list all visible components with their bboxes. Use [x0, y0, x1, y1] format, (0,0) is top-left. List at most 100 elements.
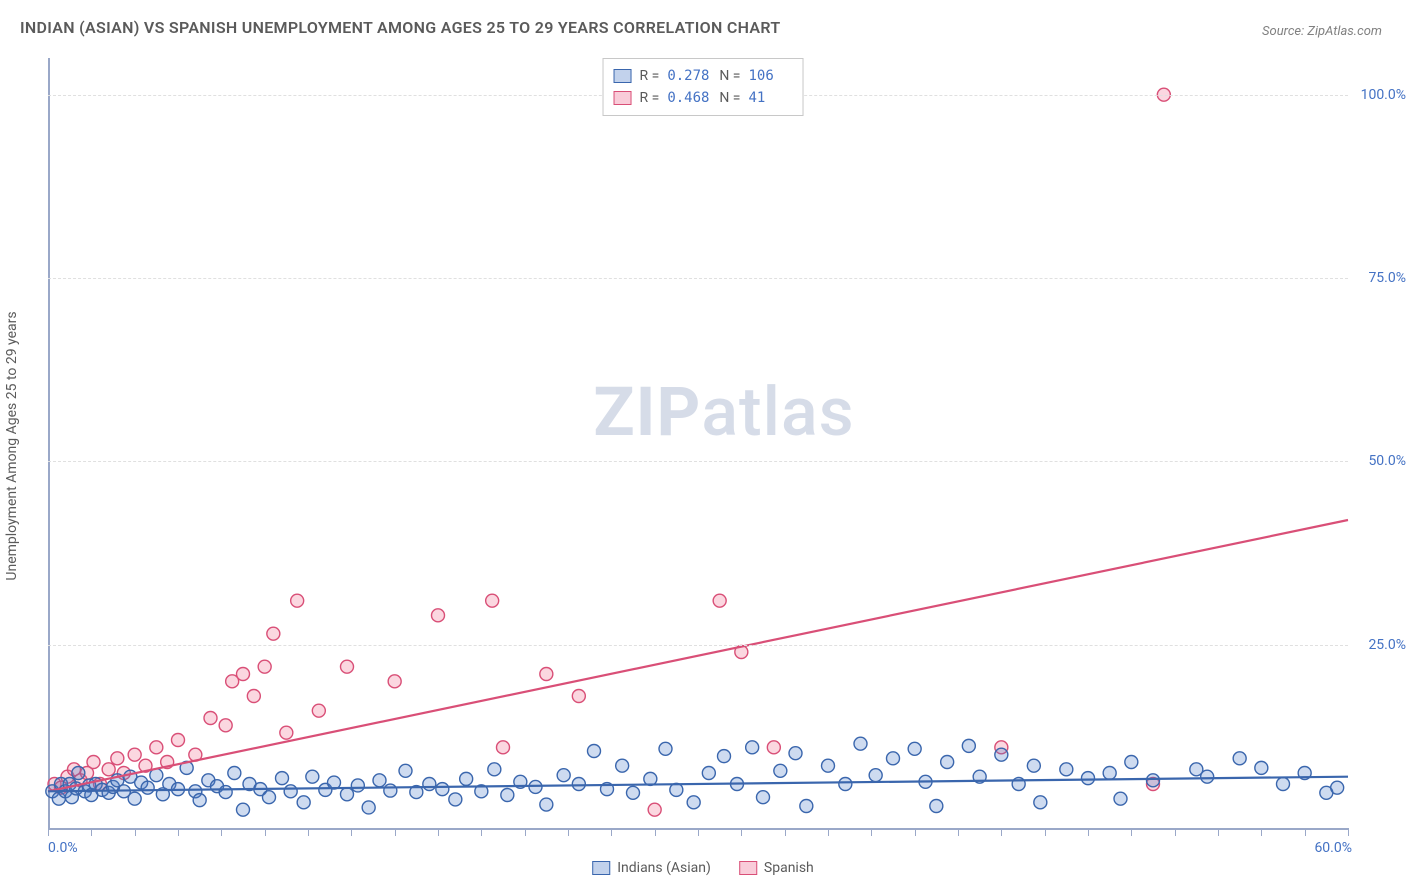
- scatter-point: [713, 594, 726, 607]
- scatter-point: [362, 801, 375, 814]
- scatter-point: [312, 704, 325, 717]
- scatter-point: [72, 767, 85, 780]
- legend-item-blue: Indians (Asian): [592, 860, 711, 876]
- legend-swatch-pink: [614, 91, 632, 105]
- x-tick-label: 60.0%: [1314, 840, 1352, 856]
- x-tick: [1001, 828, 1002, 836]
- scatter-point: [102, 763, 115, 776]
- x-tick: [395, 828, 396, 836]
- scatter-point: [204, 712, 217, 725]
- legend-swatch-pink: [739, 861, 757, 875]
- scatter-point: [460, 772, 473, 785]
- scatter-point: [718, 750, 731, 763]
- scatter-point: [822, 759, 835, 772]
- y-tick-label: 100.0%: [1354, 87, 1406, 103]
- legend-n-blue: 106: [748, 68, 792, 84]
- scatter-point: [276, 772, 289, 785]
- legend-label-blue: Indians (Asian): [617, 860, 711, 876]
- scatter-point: [746, 741, 759, 754]
- scatter-point: [263, 791, 276, 804]
- scatter-point: [247, 690, 260, 703]
- y-axis-title: Unemployment Among Ages 25 to 29 years: [4, 311, 20, 580]
- legend-r-pink: 0.468: [667, 90, 711, 106]
- scatter-point: [306, 770, 319, 783]
- scatter-point: [111, 752, 124, 765]
- source-label: Source: ZipAtlas.com: [1262, 24, 1382, 39]
- gridline: [48, 461, 1348, 462]
- scatter-point: [557, 769, 570, 782]
- scatter-point: [1233, 752, 1246, 765]
- scatter-point: [616, 759, 629, 772]
- scatter-point: [941, 756, 954, 769]
- x-tick-label: 0.0%: [48, 840, 78, 856]
- scatter-point: [436, 783, 449, 796]
- scatter-point: [1027, 759, 1040, 772]
- scatter-point: [588, 745, 601, 758]
- x-tick: [698, 828, 699, 836]
- x-tick: [135, 828, 136, 836]
- legend-r-label: R =: [640, 68, 660, 84]
- x-tick: [351, 828, 352, 836]
- scatter-point: [388, 675, 401, 688]
- scatter-point: [267, 627, 280, 640]
- gridline: [48, 278, 1348, 279]
- scatter-point: [384, 784, 397, 797]
- scatter-point: [757, 791, 770, 804]
- scatter-point: [869, 769, 882, 782]
- x-tick: [828, 828, 829, 836]
- scatter-point: [1277, 778, 1290, 791]
- legend-label-pink: Spanish: [764, 860, 814, 876]
- scatter-point: [488, 763, 501, 776]
- scatter-point: [141, 781, 154, 794]
- scatter-point: [341, 660, 354, 673]
- scatter-point: [486, 594, 499, 607]
- legend-n-pink: 41: [748, 90, 792, 106]
- x-tick: [481, 828, 482, 836]
- x-tick: [655, 828, 656, 836]
- scatter-point: [150, 741, 163, 754]
- scatter-point: [789, 747, 802, 760]
- y-tick-label: 25.0%: [1354, 637, 1406, 653]
- scatter-point: [423, 778, 436, 791]
- scatter-point: [501, 789, 514, 802]
- x-tick: [1348, 828, 1349, 836]
- scatter-point: [540, 798, 553, 811]
- x-tick: [1045, 828, 1046, 836]
- scatter-point: [291, 594, 304, 607]
- scatter-point: [854, 737, 867, 750]
- scatter-point: [1103, 767, 1116, 780]
- scatter-point: [1082, 772, 1095, 785]
- scatter-point: [800, 800, 813, 813]
- scatter-point: [995, 748, 1008, 761]
- scatter-point: [172, 734, 185, 747]
- legend-row-blue: R = 0.278 N = 106: [614, 65, 793, 87]
- scatter-point: [1201, 770, 1214, 783]
- scatter-point: [87, 756, 100, 769]
- x-tick: [785, 828, 786, 836]
- series-legend: Indians (Asian) Spanish: [592, 860, 814, 876]
- scatter-point: [237, 803, 250, 816]
- scatter-point: [839, 778, 852, 791]
- legend-swatch-blue: [592, 861, 610, 875]
- chart-title: INDIAN (ASIAN) VS SPANISH UNEMPLOYMENT A…: [20, 18, 780, 37]
- scatter-point: [887, 752, 900, 765]
- x-tick: [1305, 828, 1306, 836]
- x-tick: [1131, 828, 1132, 836]
- legend-n-label: N =: [719, 90, 740, 106]
- legend-row-pink: R = 0.468 N = 41: [614, 87, 793, 109]
- scatter-point: [219, 719, 232, 732]
- scatter-point: [449, 793, 462, 806]
- y-tick-label: 50.0%: [1354, 453, 1406, 469]
- scatter-point: [1114, 792, 1127, 805]
- scatter-point: [219, 786, 232, 799]
- scatter-point: [540, 668, 553, 681]
- scatter-point: [627, 786, 640, 799]
- scatter-point: [572, 690, 585, 703]
- x-tick: [308, 828, 309, 836]
- x-tick: [871, 828, 872, 836]
- x-tick: [958, 828, 959, 836]
- scatter-point: [687, 796, 700, 809]
- x-tick: [611, 828, 612, 836]
- scatter-point: [767, 741, 780, 754]
- x-tick: [915, 828, 916, 836]
